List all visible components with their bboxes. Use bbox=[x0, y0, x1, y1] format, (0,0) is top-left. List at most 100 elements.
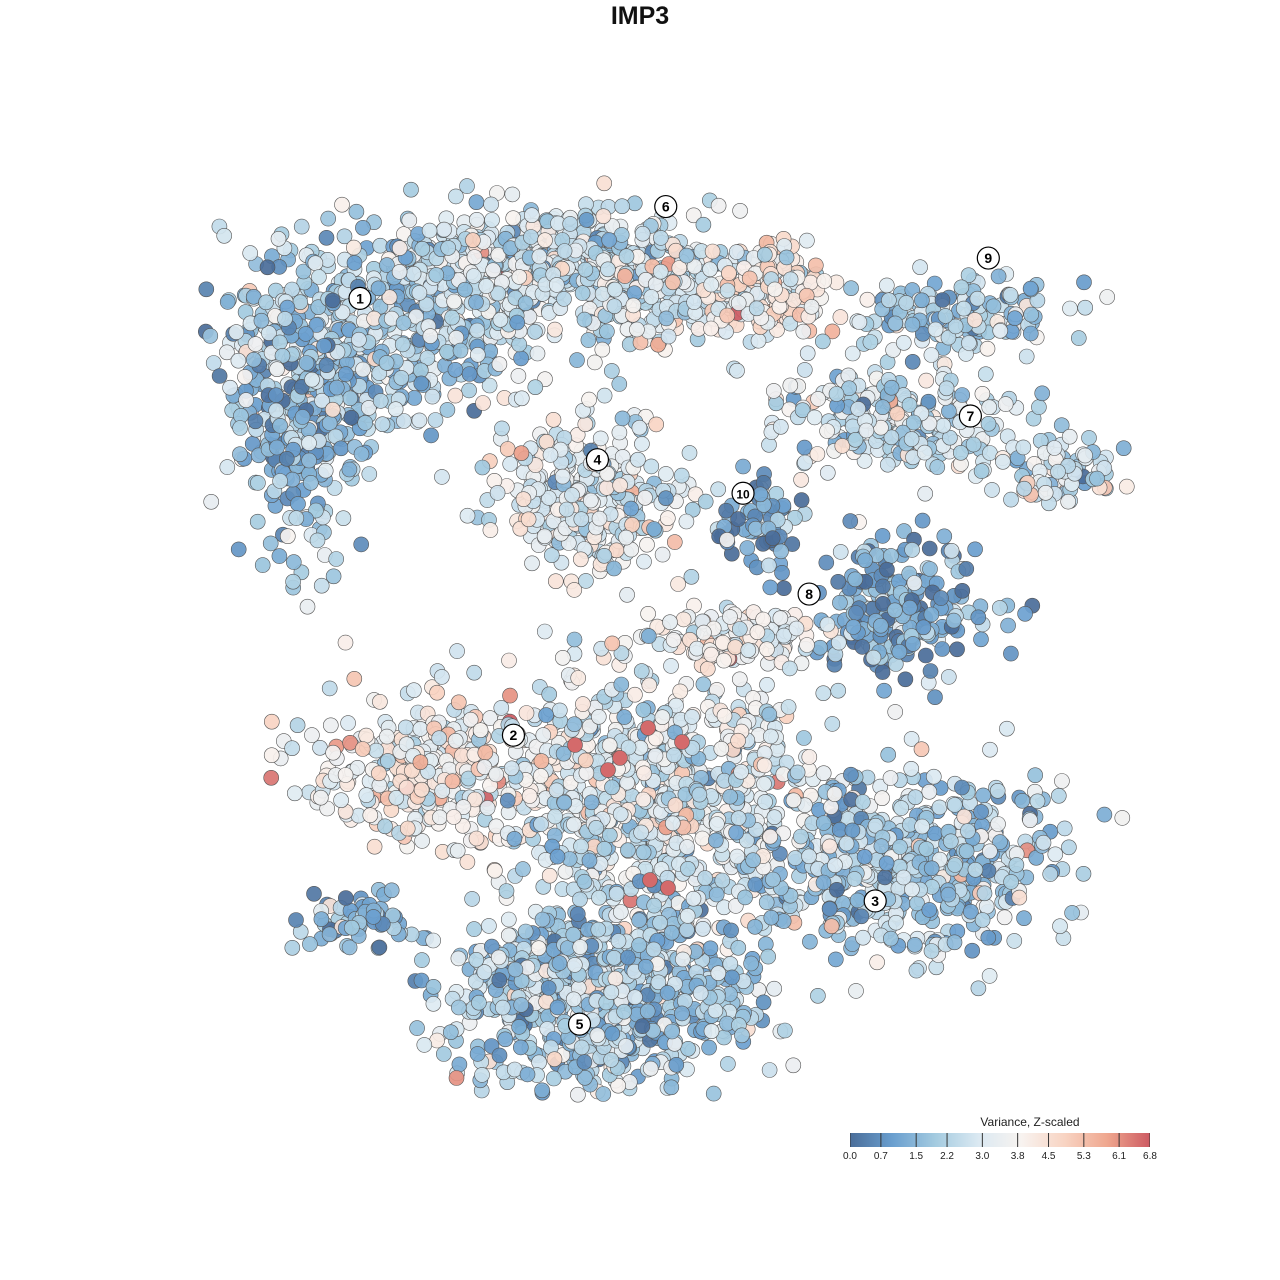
cell-point bbox=[1056, 820, 1073, 837]
cell-point bbox=[304, 371, 320, 388]
cell-point bbox=[663, 658, 679, 674]
cell-point bbox=[577, 261, 594, 278]
cell-point bbox=[279, 528, 296, 545]
cell-point bbox=[787, 850, 804, 866]
cell-point bbox=[887, 602, 903, 619]
cell-point bbox=[336, 228, 353, 245]
cell-point bbox=[459, 507, 476, 524]
cell-point bbox=[830, 573, 847, 590]
cell-point bbox=[445, 809, 462, 825]
cell-point bbox=[762, 579, 779, 596]
cell-point bbox=[814, 333, 831, 350]
cell-point bbox=[286, 785, 303, 802]
cell-point bbox=[923, 606, 940, 623]
cell-point bbox=[872, 617, 889, 634]
cell-point bbox=[982, 741, 998, 758]
cell-point bbox=[523, 229, 539, 245]
cell-point bbox=[952, 444, 969, 461]
cell-point bbox=[304, 727, 320, 743]
cell-point bbox=[691, 786, 708, 803]
cell-point bbox=[810, 391, 826, 407]
cell-point bbox=[604, 779, 620, 796]
cell-point bbox=[1016, 480, 1032, 497]
cell-point bbox=[904, 542, 920, 558]
cell-point bbox=[695, 216, 712, 233]
cell-point bbox=[492, 311, 509, 328]
cell-point bbox=[1089, 470, 1105, 487]
cell-point bbox=[322, 717, 339, 734]
cell-point bbox=[965, 436, 982, 453]
cell-point bbox=[337, 366, 354, 382]
cell-point bbox=[658, 310, 675, 327]
cell-point bbox=[625, 297, 642, 314]
cell-point bbox=[308, 317, 325, 333]
cell-point bbox=[576, 311, 593, 328]
cell-point bbox=[980, 929, 997, 946]
cell-point bbox=[524, 555, 540, 572]
cell-point bbox=[660, 328, 677, 345]
cell-point bbox=[341, 461, 358, 478]
cell-point bbox=[761, 706, 778, 723]
cell-point bbox=[620, 842, 636, 859]
cell-point bbox=[465, 232, 481, 248]
cell-point bbox=[714, 872, 731, 889]
cell-point bbox=[683, 568, 700, 585]
cell-point bbox=[1077, 299, 1093, 316]
cell-point bbox=[731, 621, 748, 637]
cell-point bbox=[785, 792, 802, 809]
cell-point bbox=[513, 390, 530, 407]
cell-point bbox=[762, 728, 779, 745]
cell-point bbox=[705, 1085, 722, 1102]
cell-point bbox=[302, 474, 319, 491]
cell-point bbox=[643, 458, 660, 475]
cell-point bbox=[1017, 605, 1033, 622]
cell-point bbox=[411, 412, 428, 429]
cell-point bbox=[434, 469, 450, 485]
cell-point bbox=[1035, 834, 1052, 851]
cell-point bbox=[634, 436, 650, 452]
cell-point bbox=[756, 757, 773, 774]
cell-point bbox=[289, 717, 306, 734]
cell-point bbox=[851, 314, 868, 330]
cell-point bbox=[819, 464, 836, 481]
cell-point bbox=[686, 294, 702, 310]
cell-point bbox=[1018, 348, 1035, 365]
cell-point bbox=[269, 439, 285, 456]
cell-point bbox=[290, 496, 306, 512]
cell-point bbox=[345, 239, 362, 256]
cell-point bbox=[270, 231, 287, 247]
cell-point bbox=[520, 511, 537, 528]
cell-point bbox=[977, 366, 994, 383]
cell-point bbox=[601, 827, 618, 844]
cell-point bbox=[672, 683, 689, 700]
cell-point bbox=[346, 670, 363, 687]
cell-point bbox=[421, 222, 438, 239]
cell-point bbox=[666, 747, 682, 764]
cell-point bbox=[858, 422, 875, 439]
cell-point bbox=[272, 473, 288, 489]
cell-point bbox=[883, 548, 899, 564]
cell-point bbox=[515, 491, 532, 508]
cell-point bbox=[914, 292, 930, 309]
cell-point bbox=[696, 624, 712, 641]
cell-point bbox=[451, 1056, 468, 1073]
cell-point bbox=[634, 225, 651, 242]
cell-point bbox=[412, 754, 429, 771]
cell-point bbox=[578, 573, 594, 589]
cell-point bbox=[581, 391, 597, 408]
cell-point bbox=[318, 230, 335, 246]
cell-point bbox=[631, 912, 647, 929]
cell-point bbox=[535, 727, 552, 743]
cell-point bbox=[1076, 274, 1092, 291]
cell-point bbox=[881, 292, 897, 309]
cell-point bbox=[914, 818, 930, 835]
cell-point bbox=[394, 336, 411, 353]
cell-point bbox=[1031, 399, 1047, 415]
cell-point bbox=[499, 792, 516, 809]
cell-point bbox=[425, 995, 442, 1012]
cell-point bbox=[935, 417, 952, 434]
cell-point bbox=[875, 578, 891, 595]
cell-point bbox=[511, 336, 528, 353]
cell-point bbox=[761, 436, 777, 453]
cell-point bbox=[387, 401, 404, 418]
